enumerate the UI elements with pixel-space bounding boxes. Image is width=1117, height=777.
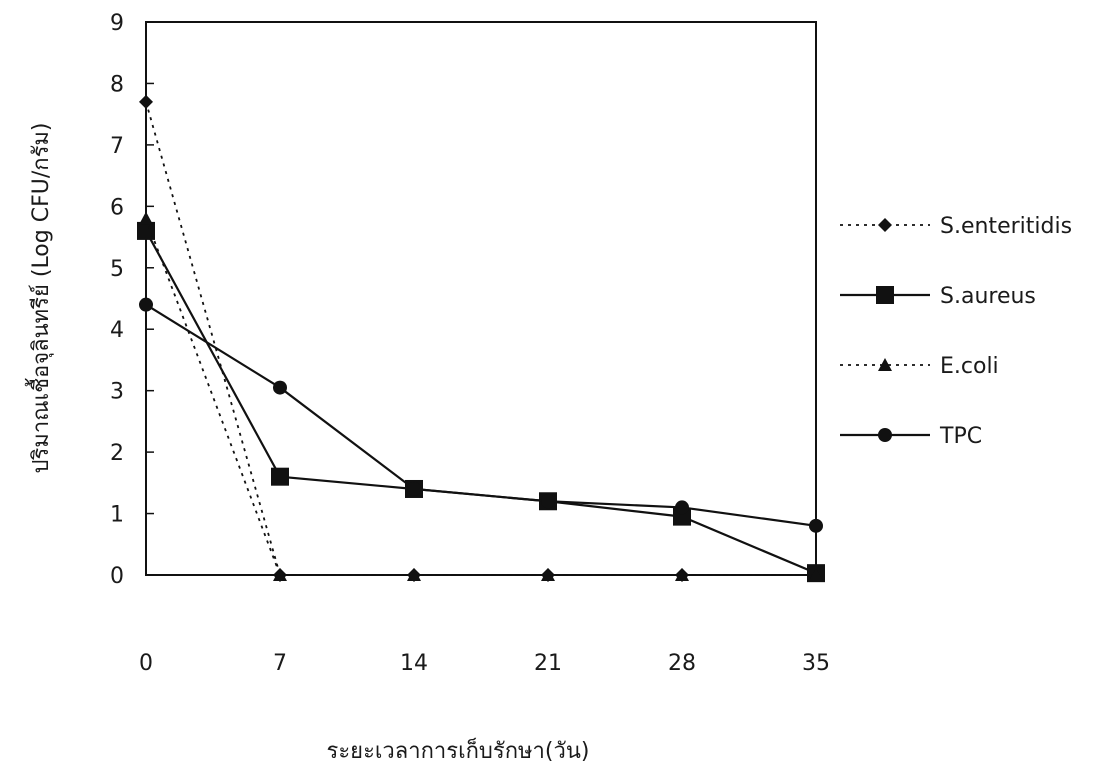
x-tick-label: 35	[802, 651, 830, 676]
legend-marker-e-coli	[878, 358, 892, 371]
legend-label: S.aureus	[940, 284, 1036, 309]
x-tick-label: 0	[139, 651, 153, 676]
x-tick-label: 14	[400, 651, 428, 676]
series-line-tpc	[145, 303, 817, 527]
data-point-e-coli	[541, 568, 555, 581]
y-axis: 0 1 2 3 4 5 6 7 8 9	[110, 11, 154, 589]
legend-label: TPC	[939, 424, 982, 449]
legend-marker-s-enteritidis	[878, 218, 892, 232]
data-point-s-aureus	[271, 467, 289, 486]
y-tick-label: 7	[110, 134, 124, 159]
data-point-e-coli	[407, 568, 421, 581]
legend: S.enteritidis S.aureus E.coli TPC	[840, 214, 1072, 449]
series-line-e-coli	[145, 218, 816, 576]
legend-item-tpc: TPC	[840, 424, 982, 449]
data-point-e-coli	[675, 568, 689, 581]
series-line-s-aureus	[145, 230, 817, 575]
legend-marker-s-aureus	[876, 286, 894, 304]
series-tpc	[139, 297, 823, 533]
legend-label: E.coli	[940, 354, 999, 379]
legend-item-s-aureus: S.aureus	[840, 284, 1036, 309]
legend-item-e-coli: E.coli	[840, 354, 999, 379]
y-tick-label: 5	[110, 257, 124, 282]
x-axis: 0 7 14 21 28 35	[139, 569, 830, 676]
series-e-coli	[139, 211, 823, 581]
y-tick-label: 0	[110, 564, 124, 589]
series-s-enteritidis	[139, 94, 823, 582]
y-axis-title: ปริมาณเชื้อจุลินทรีย์ (Log CFU/กรัม)	[25, 123, 54, 474]
data-point-e-coli	[139, 211, 153, 225]
data-point-tpc	[809, 518, 823, 533]
data-point-e-coli	[809, 568, 823, 581]
y-tick-label: 6	[110, 195, 124, 220]
y-tick-label: 2	[110, 441, 124, 466]
x-tick-label: 21	[534, 651, 562, 676]
series-line-s-enteritidis	[145, 101, 816, 576]
data-point-s-aureus	[137, 221, 155, 240]
data-point-tpc	[675, 500, 689, 515]
series-s-aureus	[137, 221, 825, 583]
data-point-tpc	[407, 481, 421, 496]
data-point-tpc	[273, 380, 287, 395]
data-point-tpc	[139, 297, 153, 312]
legend-label: S.enteritidis	[940, 214, 1072, 239]
legend-item-s-enteritidis: S.enteritidis	[840, 214, 1072, 239]
data-point-e-coli	[273, 568, 287, 581]
y-tick-label: 9	[110, 11, 124, 36]
x-tick-label: 28	[668, 651, 696, 676]
y-tick-label: 4	[110, 318, 124, 343]
x-tick-label: 7	[273, 651, 287, 676]
data-point-s-enteritidis	[139, 94, 153, 109]
series-layer	[137, 94, 825, 583]
plot-area-frame	[145, 21, 817, 576]
legend-marker-tpc	[878, 428, 892, 442]
x-axis-title: ระยะเวลาการเก็บรักษา(วัน)	[327, 736, 590, 764]
y-tick-label: 3	[110, 380, 124, 405]
y-tick-label: 1	[110, 503, 124, 528]
data-point-tpc	[541, 494, 555, 509]
y-tick-label: 8	[110, 72, 124, 97]
